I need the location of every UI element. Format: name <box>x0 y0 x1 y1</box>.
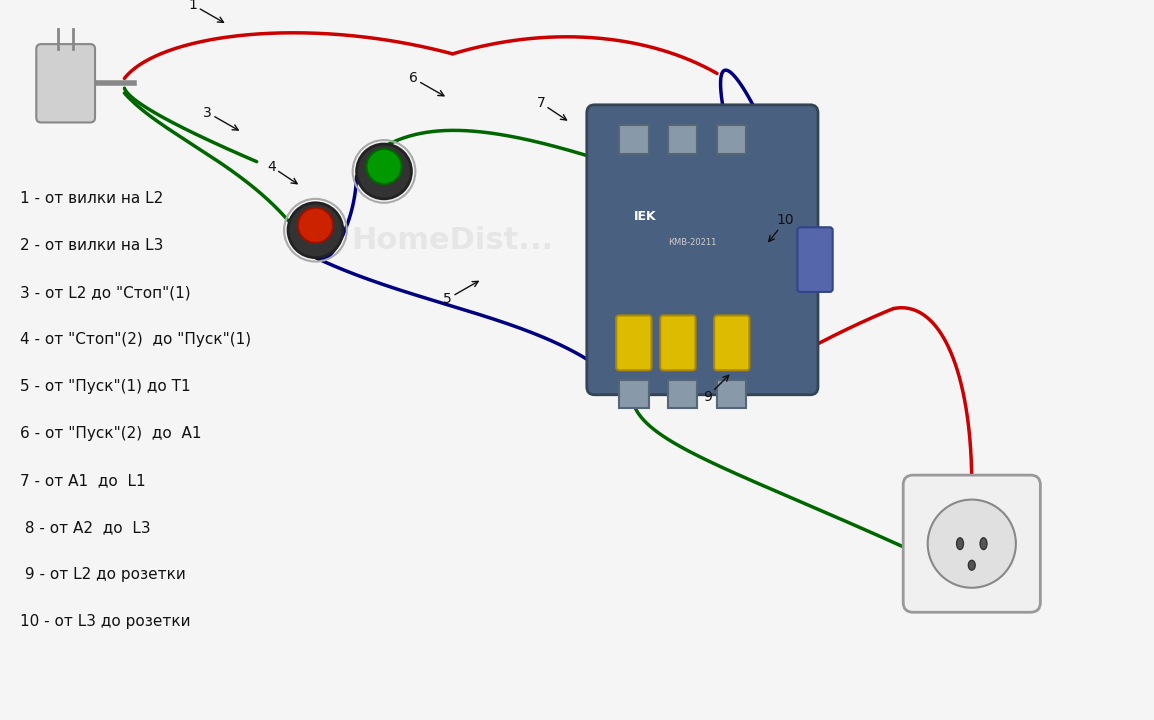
Circle shape <box>298 207 334 243</box>
Text: 1 - от вилки на L2: 1 - от вилки на L2 <box>20 191 163 206</box>
Text: 5: 5 <box>443 282 478 306</box>
Circle shape <box>366 149 402 184</box>
Circle shape <box>288 203 343 258</box>
Text: 4: 4 <box>267 160 298 184</box>
Text: HomeDist...: HomeDist... <box>352 225 554 254</box>
Text: 10: 10 <box>769 213 794 241</box>
FancyBboxPatch shape <box>717 125 747 154</box>
Circle shape <box>357 144 412 199</box>
Text: 10 - от L3 до розетки: 10 - от L3 до розетки <box>20 614 190 629</box>
Text: 6: 6 <box>409 71 444 96</box>
Text: 9 - от L2 до розетки: 9 - от L2 до розетки <box>20 567 186 582</box>
Text: 6 - от "Пуск"(2)  до  А1: 6 - от "Пуск"(2) до А1 <box>20 426 201 441</box>
FancyBboxPatch shape <box>797 228 833 292</box>
FancyBboxPatch shape <box>616 315 652 370</box>
Text: КМВ-20211: КМВ-20211 <box>668 238 717 247</box>
Text: 5 - от "Пуск"(1) до Т1: 5 - от "Пуск"(1) до Т1 <box>20 379 190 394</box>
FancyBboxPatch shape <box>586 105 818 395</box>
Text: 2 - от вилки на L3: 2 - от вилки на L3 <box>20 238 163 253</box>
Text: 3: 3 <box>203 106 238 130</box>
FancyBboxPatch shape <box>717 380 747 408</box>
Text: 8 - от А2  до  L3: 8 - от А2 до L3 <box>20 520 150 535</box>
Circle shape <box>928 500 1016 588</box>
Text: 1: 1 <box>188 0 224 22</box>
FancyBboxPatch shape <box>904 475 1041 612</box>
FancyBboxPatch shape <box>660 315 696 370</box>
Text: 9: 9 <box>703 375 728 404</box>
Text: 3 - от L2 до "Стоп"(1): 3 - от L2 до "Стоп"(1) <box>20 285 190 300</box>
Text: IEK: IEK <box>634 210 657 223</box>
FancyBboxPatch shape <box>620 125 649 154</box>
Ellipse shape <box>980 538 987 549</box>
Ellipse shape <box>968 560 975 570</box>
FancyBboxPatch shape <box>36 44 95 122</box>
FancyBboxPatch shape <box>620 380 649 408</box>
Ellipse shape <box>957 538 964 549</box>
Text: 7: 7 <box>537 96 567 120</box>
FancyBboxPatch shape <box>668 125 697 154</box>
FancyBboxPatch shape <box>668 380 697 408</box>
FancyBboxPatch shape <box>714 315 749 370</box>
Text: 4 - от "Стоп"(2)  до "Пуск"(1): 4 - от "Стоп"(2) до "Пуск"(1) <box>20 332 250 347</box>
Text: 7 - от А1  до  L1: 7 - от А1 до L1 <box>20 473 145 488</box>
